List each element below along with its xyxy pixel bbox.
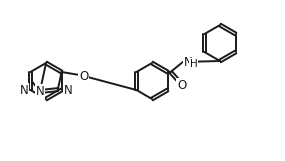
Text: O: O [177, 79, 186, 91]
Text: H: H [190, 59, 197, 69]
Text: N: N [184, 56, 192, 68]
Text: N: N [36, 85, 44, 98]
Text: O: O [79, 70, 88, 82]
Text: N: N [20, 84, 28, 96]
Text: N: N [64, 84, 72, 96]
